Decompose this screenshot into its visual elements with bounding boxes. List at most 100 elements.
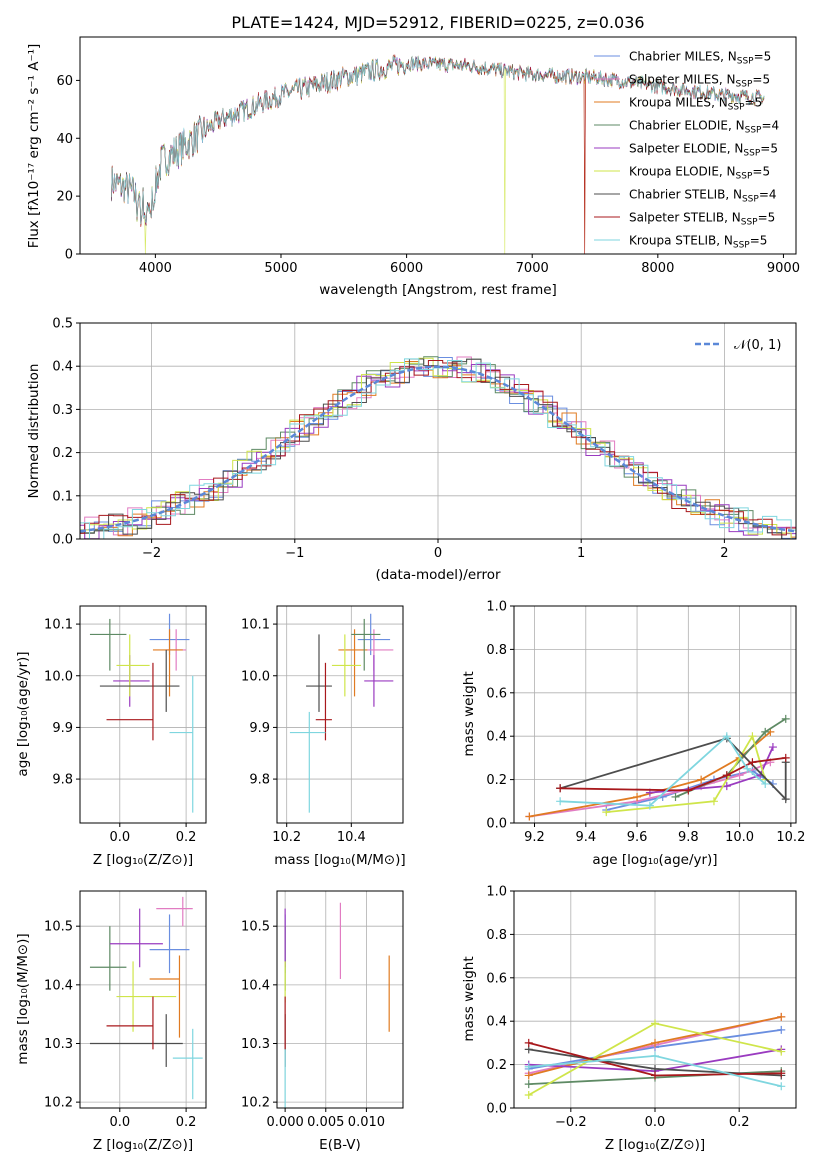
age_vs_Z-ytick-label: 9.8 <box>52 773 73 788</box>
spectrum-xtick-label: 4000 <box>139 261 172 276</box>
weight_vs_Z-marker-salpeter-stelib <box>524 1038 533 1047</box>
weight_vs_age-xtick-label: 9.4 <box>575 830 596 845</box>
legend-nssp-prefix: , N <box>728 119 745 133</box>
mass-vs-ebv-frame <box>276 890 404 1109</box>
weight_vs_age-line-kroupa-elodie <box>606 733 767 813</box>
weight_vs_age-xtick-label: 10.2 <box>776 830 805 845</box>
spectrum-xlabel: wavelength [Angstrom, rest frame] <box>319 282 557 298</box>
weight_vs_Z-xtick-label: −0.2 <box>555 1115 587 1130</box>
mass_vs_Z-point-chabrier-miles <box>149 914 190 974</box>
legend-nssp-eq: = <box>745 96 755 110</box>
weight_vs_Z-marker-kroupa-stelib <box>777 1082 786 1091</box>
weight_vs_Z-ytick-label: 0.4 <box>486 1015 507 1030</box>
age_vs_mass-point-kroupa-stelib <box>289 711 326 813</box>
weight_vs_age-xtick-label: 9.6 <box>627 830 648 845</box>
weight_vs_age-marker-chabrier-stelib <box>781 795 790 804</box>
weight_vs_age-marker-salpeter-stelib <box>748 758 757 767</box>
weight_vs_age-marker-salpeter-elodie <box>768 743 777 752</box>
spectrum-xtick-label: 5000 <box>264 261 297 276</box>
legend-nssp-value: 5 <box>770 142 778 156</box>
legend-nssp-value: 5 <box>762 165 770 179</box>
legend-name: Kroupa ELODIE <box>629 165 719 179</box>
histogram-xlabel: (data-model)/error <box>375 567 501 583</box>
age-vs-mass-panel: 10.2 10.4 9.8 9.9 10.0 10.1 mass [log₁₀(M/M⊙)… <box>241 605 406 868</box>
mass_vs_Z-xtick-label: 0.2 <box>176 1115 197 1130</box>
age_vs_mass-point-salpeter-stelib <box>315 662 332 741</box>
age_vs_mass-point-chabrier-stelib <box>306 634 332 712</box>
spectrum-xtick-label: 6000 <box>390 261 423 276</box>
legend-nssp-subscript: SSP <box>745 126 762 136</box>
age_vs_Z-point-kroupa-stelib <box>169 675 194 813</box>
mass_vs_Z-point-kroupa-stelib <box>172 1028 203 1100</box>
legend-label-salpeter-miles: Salpeter MILES, NSSP=5 <box>629 73 770 90</box>
age_vs_mass-point-kroupa-elodie <box>331 634 361 697</box>
mass-vs-z-xlabel: Z [log₁₀(Z/Z⊙)] <box>93 1137 193 1153</box>
weight_vs_age-marker-chabrier-elodie <box>671 792 680 801</box>
weight-vs-z-ylabel: mass weight <box>461 956 477 1041</box>
mass-vs-ebv-xlabel: E(B-V) <box>319 1137 361 1153</box>
age_vs_mass-point-salpeter-elodie <box>364 655 394 707</box>
mass_vs_ebv-xtick-label: 0.010 <box>348 1115 385 1130</box>
weight_vs_age-marker-kroupa-stelib <box>722 732 731 741</box>
mass_vs_Z-point-chabrier-elodie <box>89 926 127 991</box>
mass-vs-z-panel: 0.0 0.2 10.2 10.3 10.4 10.5 Z [log₁₀(Z/Z⊙)] m… <box>15 890 207 1153</box>
legend-label-chabrier-miles: Chabrier MILES, NSSP=5 <box>629 50 771 67</box>
weight_vs_Z-xtick-label: 0.2 <box>729 1115 750 1130</box>
age-vs-z-frame <box>79 605 207 824</box>
legend-name: Salpeter MILES <box>629 73 719 87</box>
histogram-legend: 𝒩(0, 1) <box>695 338 781 353</box>
weight_vs_age-marker-kroupa-miles <box>633 792 642 801</box>
legend-nssp-eq: = <box>752 73 762 87</box>
weight_vs_Z-xtick-label: 0.0 <box>645 1115 666 1130</box>
weight_vs_age-marker-kroupa-stelib <box>556 797 565 806</box>
weight_vs_age-marker-salpeter-stelib <box>684 786 693 795</box>
age-vs-z-xlabel: Z [log₁₀(Z/Z⊙)] <box>93 852 193 868</box>
mass_vs_Z-ytick-label: 10.3 <box>44 1037 73 1052</box>
histogram-kroupa-stelib <box>80 358 796 540</box>
legend-nssp-value: 4 <box>772 119 780 133</box>
legend-label-kroupa-stelib: Kroupa STELIB, NSSP=5 <box>629 234 767 251</box>
weight_vs_age-ytick-label: 0.6 <box>486 686 507 701</box>
age_vs_mass-xtick-label: 10.4 <box>337 830 366 845</box>
age-vs-mass-xlabel: mass [log₁₀(M/M⊙)] <box>274 852 405 868</box>
weight_vs_age-ytick-label: 0.8 <box>486 643 507 658</box>
weight_vs_age-marker-chabrier-elodie <box>781 714 790 723</box>
weight_vs_age-xtick-label: 10.0 <box>725 830 754 845</box>
weight_vs_age-marker-kroupa-stelib <box>761 779 770 788</box>
legend-nssp-value: 5 <box>760 234 768 248</box>
age_vs_Z-ytick-label: 10.0 <box>44 669 73 684</box>
mass_vs_Z-ytick-label: 10.2 <box>44 1096 73 1111</box>
weight_vs_Z-marker-kroupa-stelib <box>524 1062 533 1071</box>
spectrum-xtick-label: 9000 <box>767 261 800 276</box>
residuals-xtick-label: 1 <box>577 546 585 561</box>
weight_vs_age-marker-kroupa-elodie <box>748 732 757 741</box>
residuals-ytick-label: 0.4 <box>52 360 73 375</box>
age_vs_Z-point-kroupa-miles <box>152 629 183 697</box>
residuals-xtick-label: −2 <box>142 546 161 561</box>
mass_vs_Z-point-kroupa-elodie <box>116 961 177 1032</box>
spectrum-ytick-label: 40 <box>56 132 73 147</box>
legend-nssp-value: 5 <box>764 50 772 64</box>
spectrum-panel: PLATE=1424, MJD=52912, FIBERID=0225, z=0… <box>26 13 800 298</box>
weight_vs_age-marker-salpeter-miles <box>735 771 744 780</box>
weight_vs_age-ytick-label: 1.0 <box>486 600 507 615</box>
mass_vs_ebv-ytick-label: 10.4 <box>241 978 270 993</box>
weight_vs_age-marker-salpeter-stelib <box>781 753 790 762</box>
normal-curve <box>79 365 797 533</box>
weight_vs_Z-marker-salpeter-stelib <box>777 1069 786 1078</box>
legend-label-kroupa-elodie: Kroupa ELODIE, NSSP=5 <box>629 165 770 182</box>
weight_vs_Z-marker-kroupa-miles <box>524 1071 533 1080</box>
mass_vs_Z-point-chabrier-stelib <box>89 1014 183 1067</box>
age-vs-z-panel: 0.0 0.2 9.8 9.9 10.0 10.1 Z [log₁₀(Z/Z⊙)] age… <box>15 605 207 868</box>
histogram-ylabel: Normed distribution <box>26 364 42 499</box>
weight_vs_Z-ytick-label: 0.2 <box>486 1058 507 1073</box>
weight_vs_Z-marker-kroupa-miles <box>777 1012 786 1021</box>
weight_vs_age-ytick-label: 0.0 <box>486 817 507 832</box>
legend-nssp-value: 5 <box>755 96 763 110</box>
weight_vs_Z-ytick-label: 0.6 <box>486 971 507 986</box>
legend-name: Salpeter STELIB <box>629 211 724 225</box>
legend-nssp-eq: = <box>750 234 760 248</box>
legend-name: Chabrier MILES <box>629 50 720 64</box>
